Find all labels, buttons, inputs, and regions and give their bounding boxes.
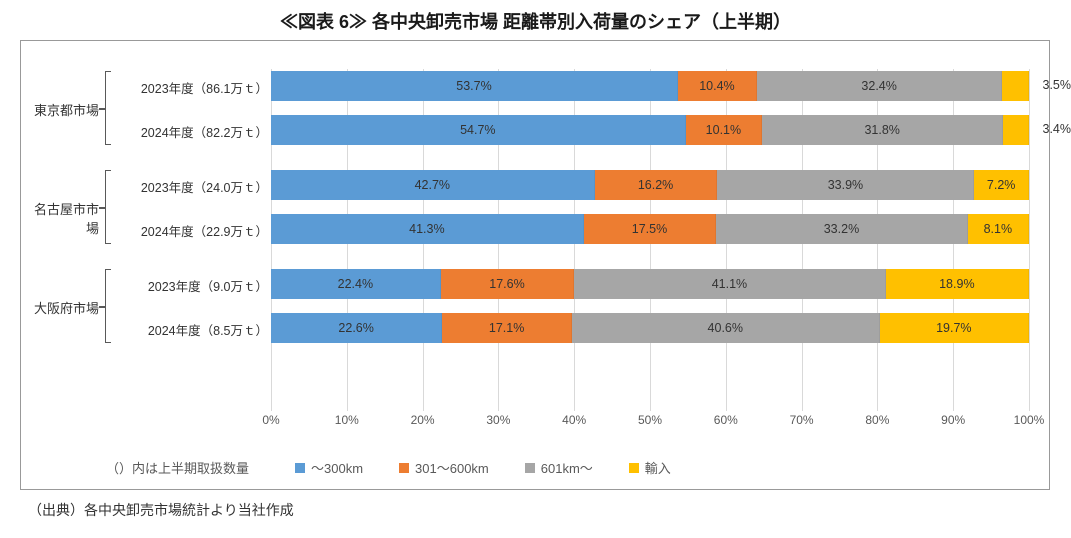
group-bracket — [105, 71, 111, 145]
row-label: 2024年度（8.5万ｔ） — [113, 320, 268, 339]
bar-segment: 42.7% — [271, 170, 595, 200]
source-note: （出典）各中央卸売市場統計より当社作成 — [28, 500, 1051, 520]
bar-segment: 10.4% — [678, 71, 757, 101]
legend-swatch — [399, 463, 409, 473]
bar-segment: 32.4% — [757, 71, 1003, 101]
x-tick: 90% — [941, 413, 965, 427]
bar-segment: 41.3% — [271, 214, 584, 244]
bar-row: 42.7%16.2%33.9%7.2% — [271, 170, 1029, 200]
bar-segment: 31.8% — [762, 115, 1003, 145]
legend-label: ～300km — [311, 458, 363, 477]
group-bracket-stub — [99, 108, 105, 110]
legend-label: 601km～ — [541, 458, 593, 477]
x-tick: 30% — [486, 413, 510, 427]
x-tick: 40% — [562, 413, 586, 427]
gridline — [1029, 69, 1030, 411]
bar-segment: 22.4% — [271, 269, 441, 299]
legend-swatch — [295, 463, 305, 473]
legend: （）内は上半期取扱数量 ～300km 301～600km 601km～ 輸入 — [106, 458, 1029, 477]
bar-segment: 41.1% — [574, 269, 886, 299]
bar-row: 41.3%17.5%33.2%8.1% — [271, 214, 1029, 244]
bar-segment: 33.9% — [717, 170, 974, 200]
legend-note: （）内は上半期取扱数量 — [106, 458, 249, 477]
bar-segment: 53.7% — [271, 71, 678, 101]
x-tick: 70% — [790, 413, 814, 427]
row-label: 2023年度（86.1万ｔ） — [113, 78, 268, 97]
group-label: 東京都市場 — [23, 100, 99, 119]
bar-segment: 40.6% — [572, 313, 880, 343]
bar-segment: 16.2% — [595, 170, 718, 200]
group-bracket-stub — [99, 207, 105, 209]
x-tick: 80% — [865, 413, 889, 427]
group-label: 名古屋市市場 — [23, 199, 99, 237]
bar-segment: 54.7% — [271, 115, 686, 145]
x-tick: 60% — [714, 413, 738, 427]
bar-segment: 33.2% — [716, 214, 967, 244]
bar-segment-label: 3.5% — [1043, 78, 1071, 92]
x-tick: 50% — [638, 413, 662, 427]
bar-row: 22.6%17.1%40.6%19.7% — [271, 313, 1029, 343]
row-label: 2024年度（82.2万ｔ） — [113, 122, 268, 141]
legend-swatch — [629, 463, 639, 473]
legend-item: 301～600km — [399, 458, 489, 477]
row-label: 2023年度（9.0万ｔ） — [113, 276, 268, 295]
row-label: 2024年度（22.9万ｔ） — [113, 221, 268, 240]
group-bracket — [105, 269, 111, 343]
chart-frame: 3.5%53.7%10.4%32.4%3.4%54.7%10.1%31.8%42… — [20, 40, 1050, 490]
legend-item: 輸入 — [629, 458, 671, 477]
bar-row: 54.7%10.1%31.8% — [271, 115, 1029, 145]
legend-item: 601km～ — [525, 458, 593, 477]
row-label: 2023年度（24.0万ｔ） — [113, 177, 268, 196]
x-tick: 20% — [411, 413, 435, 427]
x-axis: 0%10%20%30%40%50%60%70%80%90%100% — [271, 413, 1029, 433]
bar-segment: 22.6% — [271, 313, 442, 343]
group-bracket — [105, 170, 111, 244]
group-bracket-stub — [99, 306, 105, 308]
bar-row: 22.4%17.6%41.1%18.9% — [271, 269, 1029, 299]
bar-segment: 17.1% — [442, 313, 572, 343]
bar-segment: 7.2% — [974, 170, 1029, 200]
legend-label: 輸入 — [645, 458, 671, 477]
bar-segment: 17.5% — [584, 214, 717, 244]
chart-title: ≪図表 6≫ 各中央卸売市場 距離帯別入荷量のシェア（上半期） — [20, 8, 1051, 34]
x-tick: 0% — [262, 413, 279, 427]
x-tick: 10% — [335, 413, 359, 427]
group-label: 大阪府市場 — [23, 298, 99, 317]
plot-area: 3.5%53.7%10.4%32.4%3.4%54.7%10.1%31.8%42… — [271, 69, 1029, 411]
legend-swatch — [525, 463, 535, 473]
bar-segment: 19.7% — [880, 313, 1029, 343]
legend-label: 301～600km — [415, 458, 489, 477]
bar-segment: 17.6% — [441, 269, 574, 299]
legend-item: ～300km — [295, 458, 363, 477]
bar-segment: 8.1% — [968, 214, 1029, 244]
bar-segment — [1003, 115, 1029, 145]
x-tick: 100% — [1014, 413, 1045, 427]
bar-segment-label: 3.4% — [1043, 122, 1071, 136]
bar-segment — [1002, 71, 1029, 101]
bar-row: 53.7%10.4%32.4% — [271, 71, 1029, 101]
bar-segment: 10.1% — [686, 115, 763, 145]
bar-segment: 18.9% — [886, 269, 1029, 299]
